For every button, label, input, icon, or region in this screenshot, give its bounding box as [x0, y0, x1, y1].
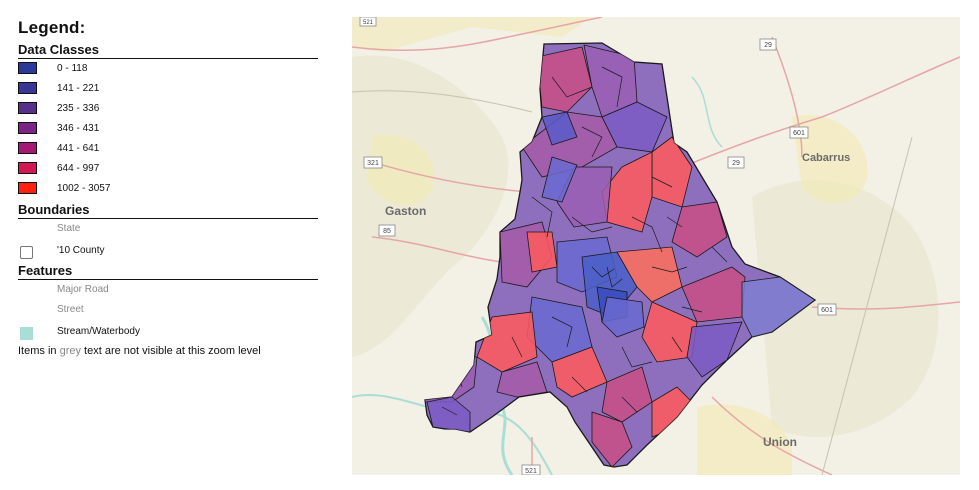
data-class-list: 0 - 118 141 - 221 235 - 336 346 - 431 44… [18, 59, 318, 199]
route-shield-s8: 521 [522, 465, 540, 475]
shield-number: 601 [821, 307, 833, 314]
note-text-end: text are not visible at this zoom level [81, 345, 261, 357]
features-heading: Features [18, 263, 318, 280]
shield-number: 521 [525, 468, 537, 475]
water-symbol [20, 327, 33, 340]
route-shield-s6: 29 [728, 157, 744, 168]
data-class-item: 235 - 336 [18, 99, 318, 119]
boundary-item-county: '10 County [18, 239, 318, 261]
legend-note: Items in grey text are not visible at th… [18, 345, 318, 357]
place-label-cabarrus: Cabarrus [802, 152, 850, 164]
class-label: 0 - 118 [57, 63, 87, 74]
route-shield-s1: 521 [360, 17, 376, 26]
boundary-label: State [57, 223, 80, 234]
class-label: 1002 - 3057 [57, 183, 110, 194]
data-class-item: 346 - 431 [18, 119, 318, 139]
class-label: 235 - 336 [57, 103, 99, 114]
boundaries-heading: Boundaries [18, 202, 318, 219]
data-class-item: 0 - 118 [18, 59, 318, 79]
shield-number: 29 [732, 160, 740, 167]
class-swatch [18, 102, 37, 114]
feature-label: Stream/Waterbody [57, 326, 140, 337]
route-shield-s2: 29 [760, 39, 776, 50]
boundary-label: '10 County [57, 245, 105, 256]
class-swatch [18, 122, 37, 134]
route-shield-s5: 601 [818, 304, 836, 315]
data-class-item: 441 - 641 [18, 139, 318, 159]
shield-number: 85 [383, 228, 391, 235]
route-shield-s3: 601 [790, 127, 808, 138]
data-class-item: 141 - 221 [18, 79, 318, 99]
feature-label: Street [57, 304, 84, 315]
feature-item-major-road: Major Road [18, 280, 318, 300]
place-label-union: Union [763, 435, 797, 449]
shield-number: 321 [367, 160, 379, 167]
legend-title: Legend: [18, 18, 318, 38]
shield-number: 521 [363, 20, 374, 26]
class-swatch [18, 182, 37, 194]
map-canvas[interactable]: Cabarrus Gaston Union 521 29 601 29 321 … [352, 17, 960, 475]
map-legend: Legend: Data Classes 0 - 118 141 - 221 2… [18, 18, 318, 357]
shield-number: 601 [793, 130, 805, 137]
map-svg: Cabarrus Gaston Union 521 29 601 29 321 … [352, 17, 960, 475]
route-shield-s7: 321 [364, 157, 382, 168]
class-swatch [18, 142, 37, 154]
data-class-item: 644 - 997 [18, 159, 318, 179]
class-swatch [18, 62, 37, 74]
county-boundary-symbol [20, 246, 33, 259]
data-classes-heading: Data Classes [18, 42, 318, 59]
place-label-gaston: Gaston [385, 204, 426, 218]
tract [527, 232, 557, 272]
route-shield-s4: 85 [379, 225, 395, 236]
feature-label: Major Road [57, 284, 109, 295]
class-swatch [18, 82, 37, 94]
note-text-start: Items in [18, 345, 60, 357]
note-grey-word: grey [60, 345, 81, 357]
class-label: 441 - 641 [57, 143, 99, 154]
class-swatch [18, 162, 37, 174]
class-label: 346 - 431 [57, 123, 99, 134]
shield-number: 29 [764, 42, 772, 49]
class-label: 644 - 997 [57, 163, 99, 174]
class-label: 141 - 221 [57, 83, 99, 94]
feature-item-water: Stream/Waterbody [18, 320, 318, 342]
feature-item-street: Street [18, 300, 318, 320]
data-class-item: 1002 - 3057 [18, 179, 318, 199]
boundary-item-state: State [18, 219, 318, 239]
